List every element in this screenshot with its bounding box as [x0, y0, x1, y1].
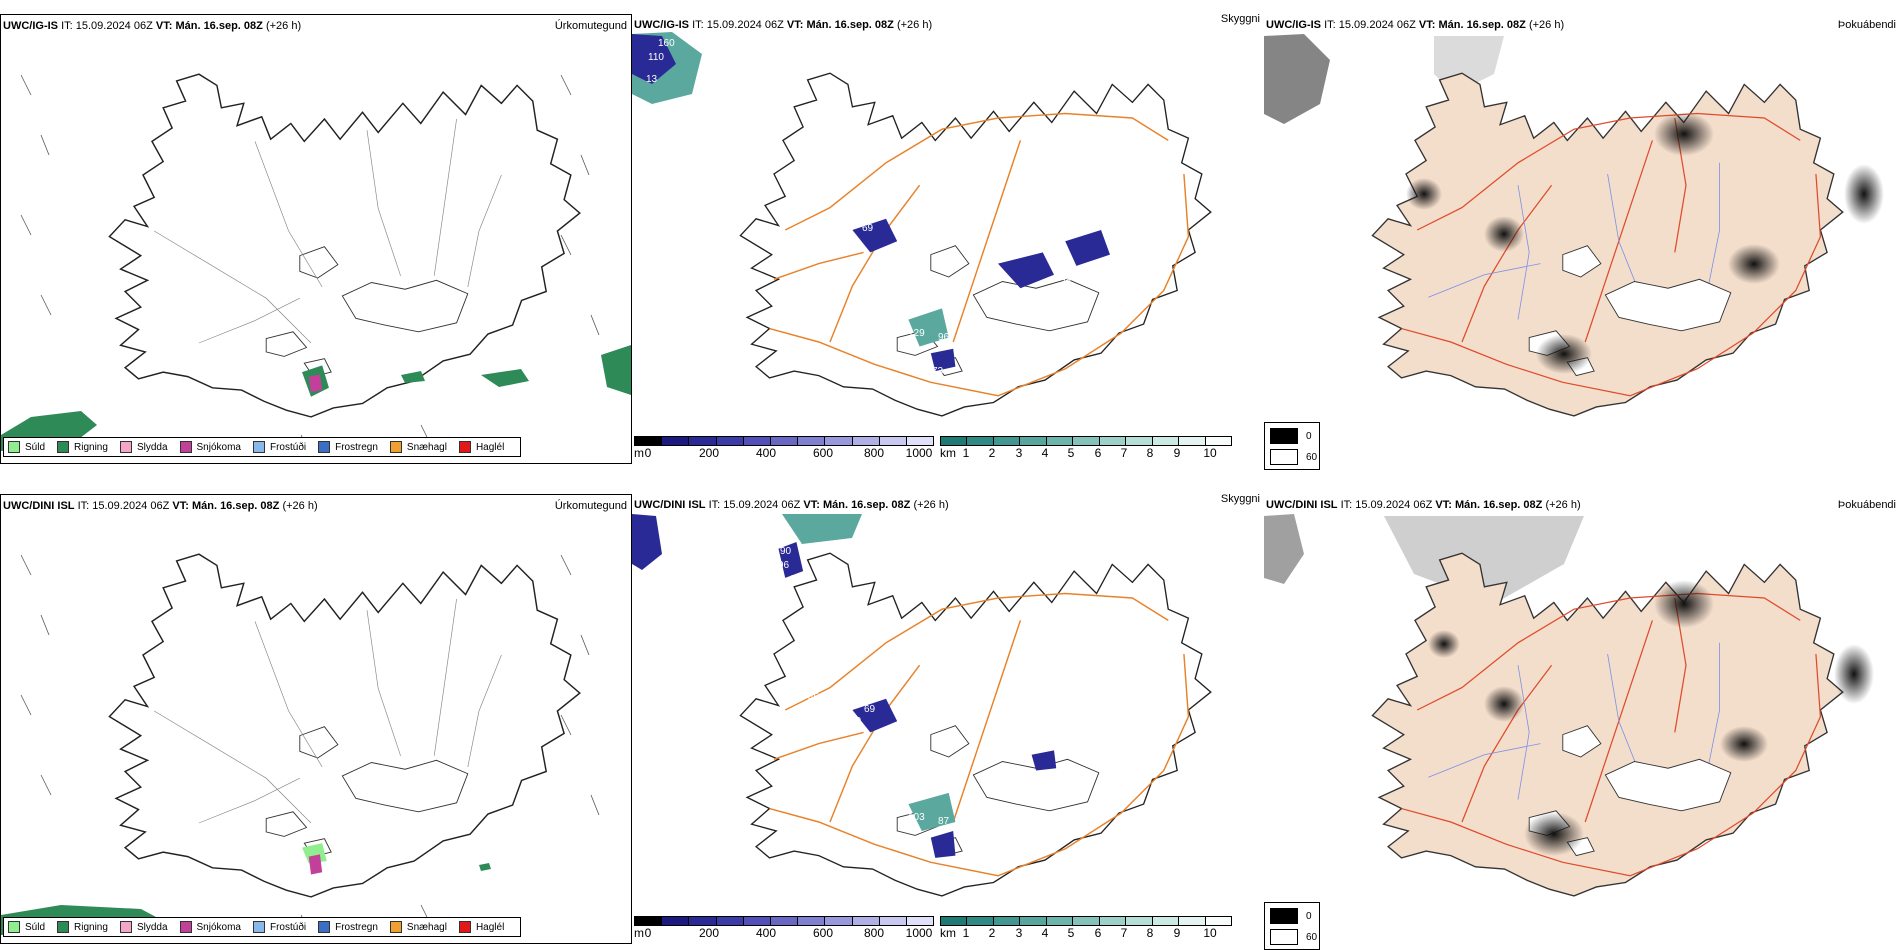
cloud-map: 90 96 02 69 70 12 103 87 49 69 30 70 18 … [632, 514, 1212, 897]
cloud-map: 160 110 13 69 68 65 62 72 129 96 9 70 [632, 32, 1212, 417]
cloud-label: 30 [1056, 616, 1068, 627]
cloud-label: 90 [780, 546, 792, 557]
cloud-label: 96 [938, 332, 950, 343]
legend-item: Snæhagl [389, 921, 447, 933]
legend-item: Haglél [458, 921, 504, 933]
cloud-label: 68 [850, 238, 862, 249]
cloud-label: 103 [908, 812, 925, 823]
cloud-label: 96 [778, 560, 790, 571]
visibility-legend: 0 60 [1264, 902, 1320, 950]
cloud-top-colorbar: km 1 2 3 4 5 6 7 8 9 10 [940, 436, 1240, 466]
legend-item: Súld [8, 921, 45, 933]
panel-title: Úrkomutegund [554, 500, 627, 512]
cloud-base-colorbar: m 0 200 400 600 800 1000 [634, 436, 934, 466]
fog-map [1264, 514, 1874, 897]
precip-type-panel: UWC/DINI ISL IT: 15.09.2024 06Z VT: Mán.… [0, 494, 632, 944]
precip-legend: Súld Rigning Slydda Snjókoma Frostúði Fr… [3, 437, 522, 457]
cloud-panel: UWC/DINI ISL IT: 15.09.2024 06Z VT: Mán.… [632, 493, 1264, 946]
cloud-label: 129 [908, 328, 925, 339]
panel-header: UWC/IG-IS IT: 15.09.2024 06Z VT: Mán. 16… [634, 13, 1260, 31]
cloud-label: 69 [1060, 602, 1072, 613]
fog-panel: UWC/DINI ISL IT: 15.09.2024 06Z VT: Mán.… [1264, 494, 1900, 950]
cloud-label: 70 [1058, 124, 1070, 135]
cloud-label: 72 [1060, 278, 1072, 289]
cloud-label: 73 [932, 366, 944, 377]
legend-item: Rigning [57, 921, 108, 933]
legend-item: Rigning [57, 441, 108, 453]
cloud-top-colorbar: km 1 2 3 4 5 6 7 8 9 10 [940, 916, 1240, 946]
panel-title: Úrkomutegund [554, 20, 627, 32]
cloud-label: 62 [1082, 266, 1094, 277]
cloud-label: 02 [790, 574, 802, 585]
visibility-legend: 0 60 [1264, 422, 1320, 470]
cloud-label: 65 [1112, 232, 1124, 243]
precip-map [1, 553, 600, 936]
panel-title: Þokuábendi [1837, 499, 1896, 511]
cloud-label: 69 [862, 223, 874, 234]
cloud-label: 12 [924, 718, 936, 729]
cloud-label: 76 [1166, 194, 1178, 205]
cloud-label: 45 [808, 692, 820, 703]
cloud-label: 18 [1162, 686, 1174, 697]
legend-item: Snjókoma [179, 921, 241, 933]
cloud-label: 110 [648, 52, 664, 63]
legend-item: Slydda [119, 921, 168, 933]
cloud-panel: UWC/IG-IS IT: 15.09.2024 06Z VT: Mán. 16… [632, 13, 1264, 466]
legend-item: Frostúði [252, 921, 306, 933]
panel-header: UWC/DINI ISL IT: 15.09.2024 06Z VT: Mán.… [3, 500, 627, 512]
legend-item: Slydda [119, 441, 168, 453]
precip-type-panel: UWC/IG-IS IT: 15.09.2024 06Z VT: Mán. 16… [0, 14, 632, 464]
cloud-label: 49 [928, 866, 940, 877]
legend-item: Haglél [458, 441, 504, 453]
legend-item: Snæhagl [389, 441, 447, 453]
cloud-label: 70 [1158, 672, 1170, 683]
panel-header: UWC/IG-IS IT: 15.09.2024 06Z VT: Mán. 16… [3, 20, 627, 32]
panel-title: Skyggni [1220, 13, 1260, 25]
cloud-label: 13 [646, 74, 658, 85]
cloud-label: 160 [658, 38, 675, 49]
fog-panel: UWC/IG-IS IT: 15.09.2024 06Z VT: Mán. 16… [1264, 14, 1900, 470]
cloud-label: 87 [938, 816, 950, 827]
precip-legend: Súld Rigning Slydda Snjókoma Frostúði Fr… [3, 917, 522, 937]
legend-item: Frostúði [252, 441, 306, 453]
legend-item: Súld [8, 441, 45, 453]
cloud-base-colorbar: m 0 200 400 600 800 1000 [634, 916, 934, 946]
fog-map [1264, 34, 1884, 417]
panel-header: UWC/DINI ISL IT: 15.09.2024 06Z VT: Mán.… [634, 493, 1260, 511]
cloud-label: 9 [912, 344, 918, 355]
cloud-label: 70 [850, 716, 862, 727]
legend-item: Frostregn [318, 441, 378, 453]
cloud-label: 43 [1072, 166, 1084, 177]
panel-header: UWC/DINI ISL IT: 15.09.2024 06Z VT: Mán.… [1266, 499, 1896, 511]
panel-title: Þokuábendi [1837, 19, 1896, 31]
panel-header: UWC/IG-IS IT: 15.09.2024 06Z VT: Mán. 16… [1266, 19, 1896, 31]
cloud-label: 69 [864, 704, 876, 715]
panel-title: Skyggni [1220, 493, 1260, 505]
precip-map [1, 73, 631, 456]
legend-item: Frostregn [318, 921, 378, 933]
legend-item: Snjókoma [179, 441, 241, 453]
